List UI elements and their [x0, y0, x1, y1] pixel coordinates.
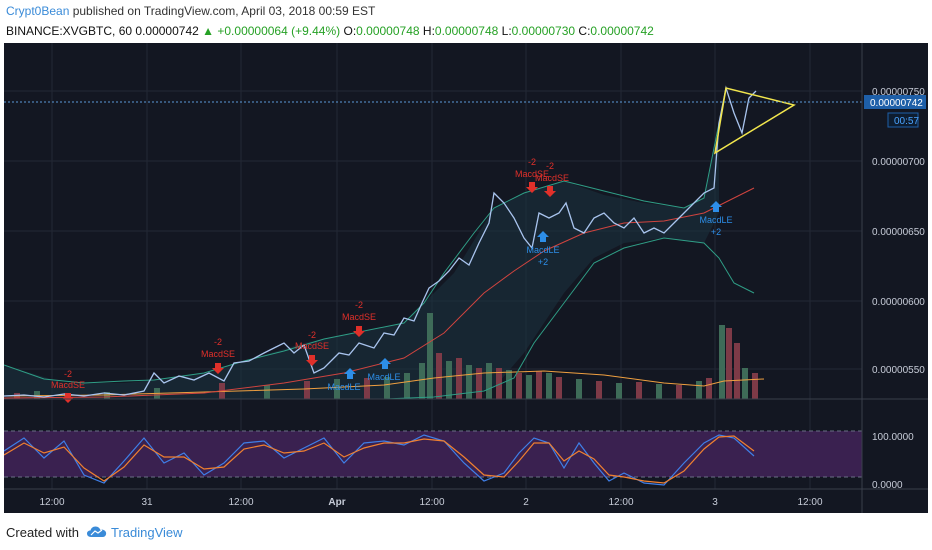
sell-signal: -2 MacdSE: [342, 300, 376, 337]
sell-signal-count: -2: [214, 337, 222, 347]
sell-signal-label: MacdSE: [295, 341, 329, 351]
open-label: O:: [343, 24, 357, 38]
buy-signal-label: MacdLE: [367, 372, 400, 382]
published-text: published on TradingView.com, April 03, …: [69, 4, 376, 18]
time-tick: 12:00: [608, 497, 633, 508]
chart-area[interactable]: -2 MacdSE -2 MacdSE -2 MacdSE -2 MacdSE …: [3, 43, 928, 513]
price-tick: 0.00000700: [872, 157, 925, 168]
sell-signal-count: -2: [528, 157, 536, 167]
price-tick: 0.00000600: [872, 297, 925, 308]
sell-arrow-icon: [62, 393, 74, 403]
last-price: 0.00000742: [135, 24, 199, 38]
high-value: 0.00000748: [434, 24, 499, 38]
sell-signal-count: -2: [355, 300, 363, 310]
high-label: H:: [422, 24, 435, 38]
triangle-pattern: [713, 87, 796, 155]
sell-signal-label: MacdSE: [51, 380, 85, 390]
up-arrow-icon: ▲: [202, 24, 215, 38]
time-tick: Apr: [328, 497, 345, 508]
sell-signal-label: MacdSE: [535, 173, 569, 183]
price-tick: 0.00000650: [872, 227, 925, 238]
time-tick: 3: [712, 497, 718, 508]
buy-signal: MacdLE +2: [526, 231, 560, 267]
sell-signal-count: -2: [308, 330, 316, 340]
close-label: C:: [578, 24, 591, 38]
sell-arrow-icon: [212, 363, 224, 374]
stoch-k-line: [3, 434, 755, 486]
buy-arrow-icon: [537, 231, 549, 242]
low-label: L:: [501, 24, 512, 38]
created-with-text: Created with: [6, 524, 79, 540]
stoch-tick: 100.0000: [872, 432, 914, 443]
price-tick: 0.00000550: [872, 365, 925, 376]
time-axis[interactable]: 12:00 31 12:00 Apr 12:00 2 12:00 3 12:00: [39, 497, 822, 508]
sell-signal: -2 MacdSE: [515, 157, 549, 193]
symbol-label: BINANCE:XVGBTC, 60: [6, 24, 133, 38]
current-price-value: 0.00000742: [870, 98, 923, 109]
bollinger-upper: [3, 122, 720, 384]
sell-signal: -2 MacdSE: [535, 161, 569, 197]
footer: Created with TradingView: [6, 520, 183, 544]
current-price-tag: [864, 95, 926, 109]
change-value: +0.00000064 (+9.44%): [217, 24, 341, 38]
symbol-ohlc-line: BINANCE:XVGBTC, 60 0.00000742 ▲ +0.00000…: [6, 24, 654, 38]
macd-buy-signals: MacdLE MacdLE MacdLE +2 MacdLE +2: [327, 201, 733, 392]
sell-arrow-icon: [526, 182, 538, 193]
time-tick: 31: [141, 497, 153, 508]
volume-bars: [14, 313, 758, 399]
sell-signal-count: -2: [546, 161, 554, 171]
time-tick: 12:00: [39, 497, 64, 508]
sell-arrow-icon: [353, 326, 365, 337]
tradingview-logo[interactable]: TradingView: [86, 524, 183, 540]
price-line: [3, 85, 757, 398]
buy-signal-label: MacdLE: [526, 245, 559, 255]
sell-signal-count: -2: [64, 369, 72, 379]
stoch-tick: 0.0000: [872, 480, 903, 491]
sell-signal-label: MacdSE: [515, 169, 549, 179]
time-tick: 12:00: [419, 497, 444, 508]
sell-arrow-icon: [544, 186, 556, 197]
sell-signal-label: MacdSE: [342, 312, 376, 322]
time-tick: 12:00: [228, 497, 253, 508]
countdown-value: 00:57: [894, 116, 919, 127]
stoch-axis: 100.0000 0.0000: [872, 432, 914, 491]
time-tick: 12:00: [797, 497, 822, 508]
price-axis[interactable]: 0.00000750 0.00000700 0.00000650 0.00000…: [872, 87, 925, 376]
price-chart[interactable]: -2 MacdSE -2 MacdSE -2 MacdSE -2 MacdSE …: [3, 43, 928, 513]
buy-signal-label: MacdLE: [699, 215, 732, 225]
sma-line: [3, 187, 755, 399]
buy-signal-count: +2: [538, 257, 548, 267]
bollinger-fill: [4, 123, 719, 399]
open-value: 0.00000748: [356, 24, 420, 38]
buy-signal-count: +2: [711, 227, 721, 237]
buy-signal: MacdLE: [367, 358, 401, 382]
sell-arrow-icon: [306, 355, 318, 366]
buy-arrow-icon: [344, 368, 356, 379]
countdown-tag: [887, 112, 919, 128]
stoch-d-line: [3, 435, 755, 484]
sell-signal: -2 MacdSE: [51, 369, 85, 403]
low-value: 0.00000730: [511, 24, 576, 38]
buy-arrow-icon: [710, 201, 722, 212]
macd-sell-signals: -2 MacdSE -2 MacdSE -2 MacdSE -2 MacdSE …: [51, 157, 569, 403]
sell-signal-label: MacdSE: [201, 349, 235, 359]
tradingview-cloud-icon: [86, 526, 107, 537]
buy-arrow-icon: [379, 358, 391, 369]
tradingview-brand: TradingView: [110, 524, 183, 540]
price-tick: 0.00000750: [872, 87, 925, 98]
buy-signal: MacdLE: [327, 368, 361, 392]
stochastic-band: [4, 431, 862, 477]
publish-info: Crypt0Bean published on TradingView.com,…: [6, 4, 375, 18]
sell-signal: -2 MacdSE: [295, 330, 329, 366]
buy-signal-label: MacdLE: [327, 382, 360, 392]
sell-signal: -2 MacdSE: [201, 337, 235, 374]
volume-ma-line: [3, 370, 765, 397]
buy-signal: MacdLE +2: [699, 201, 733, 237]
author-link[interactable]: Crypt0Bean: [6, 4, 70, 18]
time-tick: 2: [523, 497, 529, 508]
close-value: 0.00000742: [590, 24, 654, 38]
